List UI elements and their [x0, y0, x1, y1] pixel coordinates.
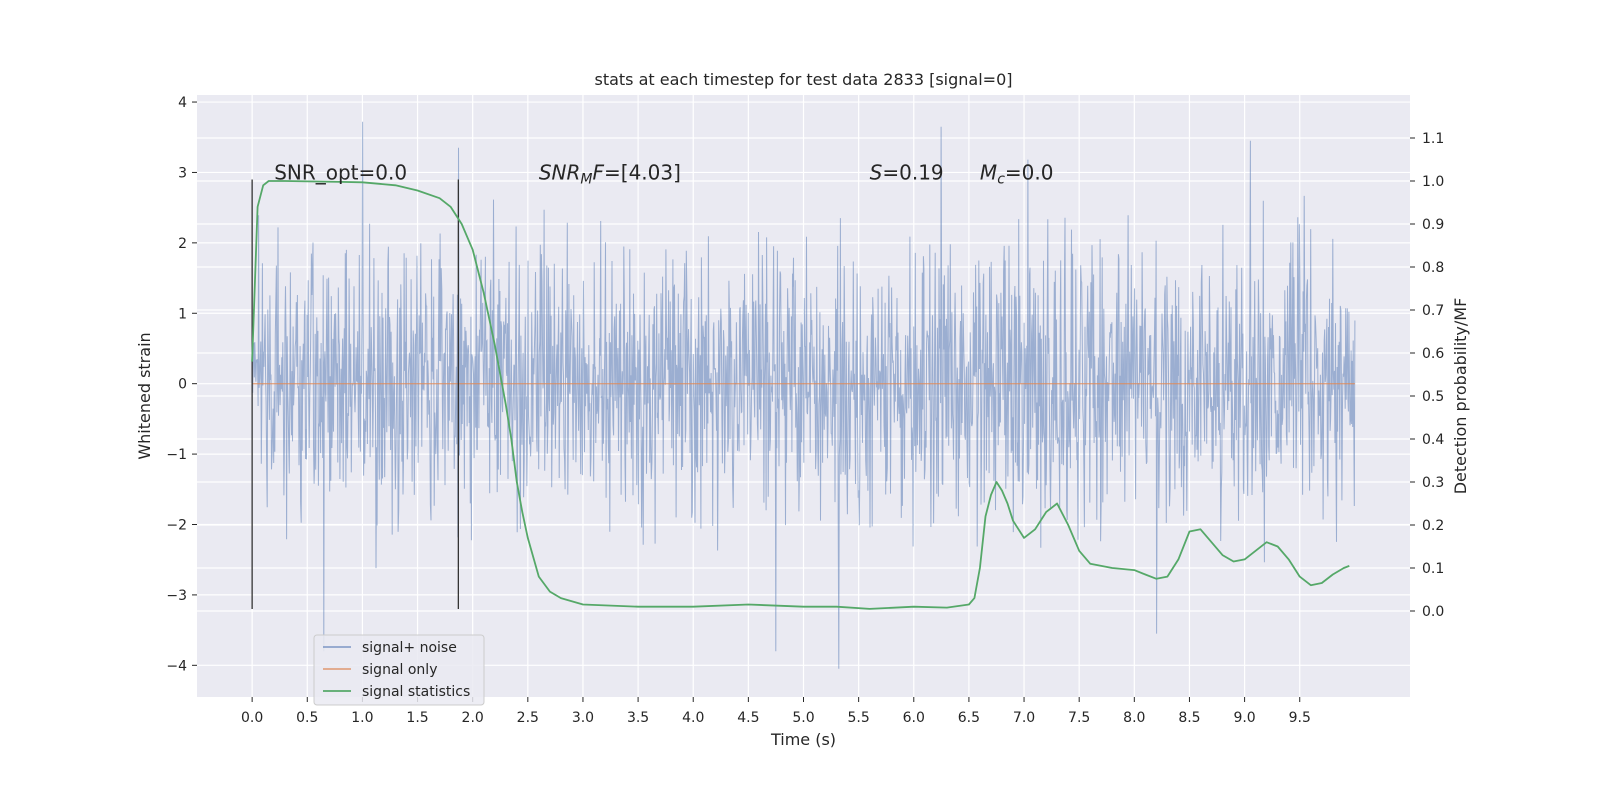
x-tick-label: 0.5: [296, 710, 318, 726]
x-tick-label: 9.0: [1233, 710, 1255, 726]
annotation-part: SNR_opt=0.0: [274, 160, 407, 184]
y-tick-label: 4: [178, 95, 187, 111]
y-tick-label: 1: [178, 306, 187, 322]
y2-tick-label: 0.5: [1422, 389, 1444, 405]
event-markers: [251, 179, 459, 609]
x-tick-label: 3.0: [572, 710, 594, 726]
y2-tick-label: 0.6: [1422, 346, 1444, 362]
annotation-part: S: [870, 160, 883, 184]
y-axis-label-right: Detection probability/MF: [1451, 298, 1470, 495]
x-tick-label: 3.5: [627, 710, 649, 726]
legend-label: signal+ noise: [362, 640, 457, 656]
y2-tick-label: 0.0: [1422, 604, 1444, 620]
x-tick-label: 4.0: [682, 710, 704, 726]
annotation-text: SNR_opt=0.0: [274, 160, 407, 184]
y2-tick-label: 0.8: [1422, 260, 1444, 276]
annotation-text: Mc=0.0: [980, 160, 1054, 187]
x-tick-label: 2.5: [517, 710, 539, 726]
annotations: SNR_opt=0.0 SNRMF=[4.03] S=0.19 Mc=0.0: [274, 160, 1053, 187]
y-tick-label: 3: [178, 165, 187, 181]
y2-tick-label: 0.3: [1422, 475, 1444, 491]
x-tick-label: 5.5: [848, 710, 870, 726]
stats-series-line: [251, 180, 1350, 610]
annotation-part: M: [580, 171, 592, 187]
y2-tick-label: 0.7: [1422, 303, 1444, 319]
noise-series-line: [251, 121, 1356, 669]
annotation-text: S=0.19: [870, 160, 944, 184]
y-tick-label: −2: [166, 517, 187, 533]
y-tick-label: −1: [166, 447, 187, 463]
x-tick-label: 6.0: [903, 710, 925, 726]
y-tick-label: −3: [166, 588, 187, 604]
legend-label: signal only: [362, 662, 437, 678]
annotation-part: =0.0: [1005, 160, 1054, 184]
y-tick-label: 0: [178, 377, 187, 393]
y2-tick-label: 1.1: [1422, 131, 1444, 147]
x-tick-label: 1.5: [406, 710, 428, 726]
x-axis-label: Time (s): [770, 730, 836, 749]
y-tick-label: 2: [178, 236, 187, 252]
statistics-trace: [251, 180, 1350, 610]
legend-label: signal statistics: [362, 684, 470, 700]
x-tick-label: 1.0: [351, 710, 373, 726]
y2-tick-label: 0.4: [1422, 432, 1444, 448]
y2-tick-label: 1.0: [1422, 174, 1444, 190]
x-tick-label: 4.5: [737, 710, 759, 726]
annotation-part: SNR: [539, 160, 581, 184]
x-tick-label: 7.0: [1013, 710, 1035, 726]
chart-title: stats at each timestep for test data 283…: [594, 70, 1012, 89]
legend-box: [313, 634, 485, 706]
annotation-part: c: [997, 171, 1005, 187]
x-tick-label: 9.5: [1289, 710, 1311, 726]
y2-tick-label: 0.2: [1422, 518, 1444, 534]
x-tick-label: 5.0: [792, 710, 814, 726]
x-tick-label: 8.0: [1123, 710, 1145, 726]
x-tick-label: 7.5: [1068, 710, 1090, 726]
annotation-part: F: [593, 160, 605, 184]
x-tick-label: 8.5: [1178, 710, 1200, 726]
x-tick-label: 2.0: [462, 710, 484, 726]
annotation-part: =0.19: [882, 160, 943, 184]
y-axis-label-left: Whitened strain: [135, 332, 154, 459]
x-tick-label: 6.5: [958, 710, 980, 726]
y2-tick-label: 0.9: [1422, 217, 1444, 233]
y2-tick-label: 0.1: [1422, 561, 1444, 577]
annotation-text: SNRMF=[4.03]: [539, 160, 681, 187]
axes: 0.0 0.5 1.0 1.5 2.0 2.5 3.0 3.5 4.0 4.5 5.0 5.5 6.0 6…: [166, 95, 1444, 726]
noise-trace: [251, 121, 1356, 669]
y-tick-label: −4: [166, 658, 187, 674]
annotation-part: =[4.03]: [604, 160, 681, 184]
x-tick-label: 0.0: [241, 710, 263, 726]
annotation-part: M: [980, 160, 997, 184]
legend: signal+ noise signal only signal statistic…: [313, 634, 485, 706]
